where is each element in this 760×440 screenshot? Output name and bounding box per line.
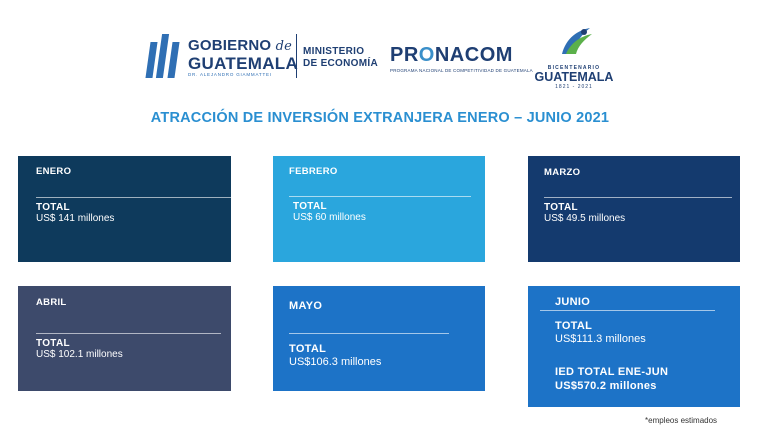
guatemala-word: GUATEMALA [188,54,299,73]
ied-total-label: IED TOTAL ENE-JUN [555,366,669,378]
card-divider [544,197,732,198]
bicentenario-logo: BICENTENARIO GUATEMALA 1821 - 2021 [532,24,616,90]
card-total-value: US$ 49.5 millones [544,213,626,224]
card-divider [540,310,715,311]
card-total-value: US$ 141 millones [36,213,115,224]
card-abril: ABRIL TOTAL US$ 102.1 millones [18,286,231,391]
footnote: *empleos estimados [645,416,718,425]
card-mayo: MAYO TOTAL US$106.3 millones [273,286,485,391]
card-total-label: TOTAL [544,202,578,213]
card-divider [36,197,233,198]
pronacom-rest: NACOM [434,44,513,66]
pronacom-subtitle: PROGRAMA NACIONAL DE COMPETITIVIDAD DE G… [390,68,533,73]
card-total-value: US$106.3 millones [289,356,382,368]
ministerio-logo: MINISTERIO DE ECONOMÍA [303,46,378,70]
pronacom-pr: PR [390,44,419,66]
card-month: ENERO [36,166,72,177]
card-total-label: TOTAL [289,343,327,355]
card-total-value: US$ 102.1 millones [36,349,123,360]
ministerio-line2: DE ECONOMÍA [303,58,378,69]
bicentenario-years: 1821 - 2021 [555,84,593,90]
card-month: MARZO [544,167,581,178]
gobierno-word: GOBIERNO [188,37,272,54]
card-month: FEBRERO [289,166,338,177]
card-divider [289,196,471,197]
card-enero: ENERO TOTAL US$ 141 millones [18,156,233,262]
gobierno-de: de [275,39,293,54]
pronacom-logo: PRONACOM PROGRAMA NACIONAL DE COMPETITIV… [390,44,533,73]
bicentenario-guatemala: GUATEMALA [534,70,614,84]
logo-header: GOBIERNO de GUATEMALA DR. ALEJANDRO GIAM… [0,22,760,92]
president-name: DR. ALEJANDRO GIAMMATTEI [188,72,272,77]
pronacom-o: O [418,44,435,66]
card-marzo: MARZO TOTAL US$ 49.5 millones [528,156,740,262]
card-month: MAYO [289,300,323,312]
card-month: ABRIL [36,297,67,308]
card-total-value: US$111.3 millones [555,333,646,345]
card-month: JUNIO [555,296,591,308]
card-total-value: US$ 60 millones [293,212,366,223]
ied-total-value: US$570.2 millones [555,380,657,392]
logo-divider [296,34,297,78]
page-title: ATRACCIÓN DE INVERSIÓN EXTRANJERA ENERO … [150,110,610,126]
gobierno-guatemala-logo: GOBIERNO de GUATEMALA DR. ALEJANDRO GIAM… [145,32,299,88]
card-total-label: TOTAL [36,338,70,349]
card-junio: JUNIO TOTAL US$111.3 millones IED TOTAL … [528,286,740,407]
card-total-label: TOTAL [36,202,70,213]
card-divider [36,333,221,334]
bicentenario-top: BICENTENARIO [547,65,601,71]
card-divider [289,333,449,334]
ministerio-line1: MINISTERIO [303,46,365,57]
bicentenario-emblem-icon [562,28,592,54]
card-febrero: FEBRERO TOTAL US$ 60 millones [273,156,485,262]
card-total-label: TOTAL [555,320,593,332]
card-total-label: TOTAL [293,201,327,212]
